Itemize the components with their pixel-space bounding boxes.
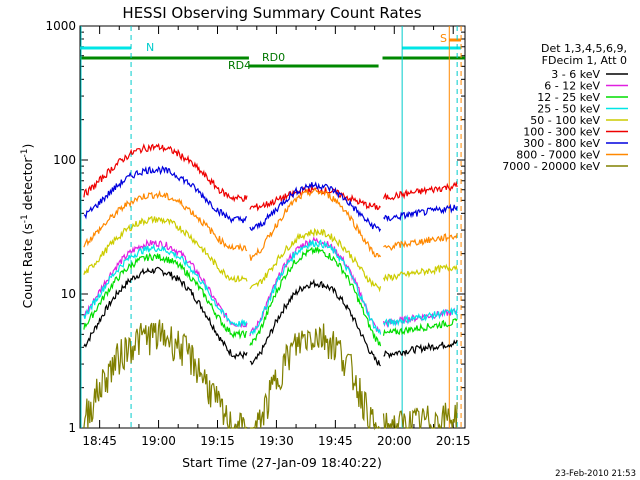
saa-label: S xyxy=(440,32,447,45)
x-tick-label: 19:30 xyxy=(259,434,294,448)
legend-label-5: 50 - 100 keV xyxy=(530,114,600,127)
series-line-5 xyxy=(83,215,458,293)
y-tick-label: 1000 xyxy=(45,19,76,33)
y-tick-label: 100 xyxy=(53,153,76,167)
chart-title: HESSI Observing Summary Count Rates xyxy=(122,4,421,22)
legend-label-3: 12 - 25 keV xyxy=(537,91,600,104)
y-tick-label: 1 xyxy=(68,421,76,435)
legend-label-4: 25 - 50 keV xyxy=(537,103,600,116)
x-axis-label: Start Time (27-Jan-09 18:40:22) xyxy=(182,455,382,470)
rd4-label: RD4 xyxy=(228,59,251,72)
series-line-8 xyxy=(83,187,458,261)
x-tick-label: 19:00 xyxy=(141,434,176,448)
series-line-1 xyxy=(83,266,458,367)
legend-label-7: 300 - 800 keV xyxy=(523,137,600,150)
legend-label-2: 6 - 12 keV xyxy=(544,80,600,93)
legend-header-line-1: Det 1,3,4,5,6,9, xyxy=(541,42,627,55)
legend-label-8: 800 - 7000 keV xyxy=(516,149,600,162)
x-tick-label: 18:45 xyxy=(82,434,117,448)
x-tick-label: 19:45 xyxy=(318,434,353,448)
series-line-4 xyxy=(83,239,458,336)
x-tick-label: 20:00 xyxy=(377,434,412,448)
series-line-3 xyxy=(83,245,458,347)
generation-date: 23-Feb-2010 21:53 xyxy=(555,469,636,479)
x-tick-label: 19:15 xyxy=(200,434,235,448)
plot-frame xyxy=(79,25,466,429)
night-label: N xyxy=(146,41,154,54)
chart-dynamic-layer: 1 10 100 1000 18:45 19:00 19:15 19:30 19:45 20:00… xyxy=(45,19,628,448)
series-line-6 xyxy=(83,142,458,212)
legend-label-6: 100 - 300 keV xyxy=(523,126,600,139)
legend-label-9: 7000 - 20000 keV xyxy=(502,160,600,173)
rd0-label: RD0 xyxy=(262,51,285,64)
x-tick-label: 20:15 xyxy=(436,434,471,448)
series-line-7 xyxy=(83,165,458,233)
y-tick-label: 10 xyxy=(61,287,76,301)
y-axis-label: Count Rate (s-1 detector-1) xyxy=(20,144,35,309)
series-line-9 xyxy=(83,319,458,431)
legend-label-1: 3 - 6 keV xyxy=(551,68,600,81)
legend-header-line-2: FDecim 1, Att 0 xyxy=(542,54,627,67)
